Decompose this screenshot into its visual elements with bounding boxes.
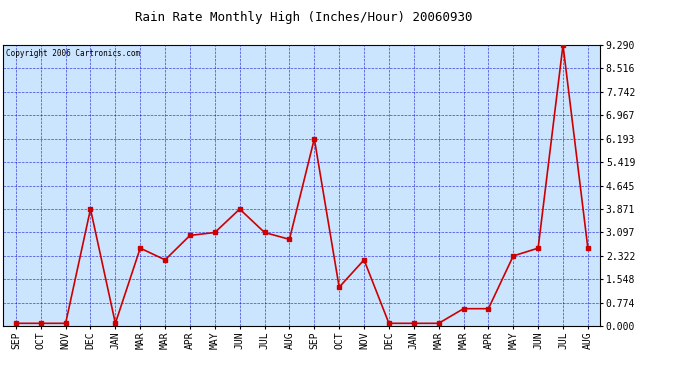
Text: Copyright 2006 Cartronics.com: Copyright 2006 Cartronics.com xyxy=(6,49,141,58)
Text: Rain Rate Monthly High (Inches/Hour) 20060930: Rain Rate Monthly High (Inches/Hour) 200… xyxy=(135,11,473,24)
